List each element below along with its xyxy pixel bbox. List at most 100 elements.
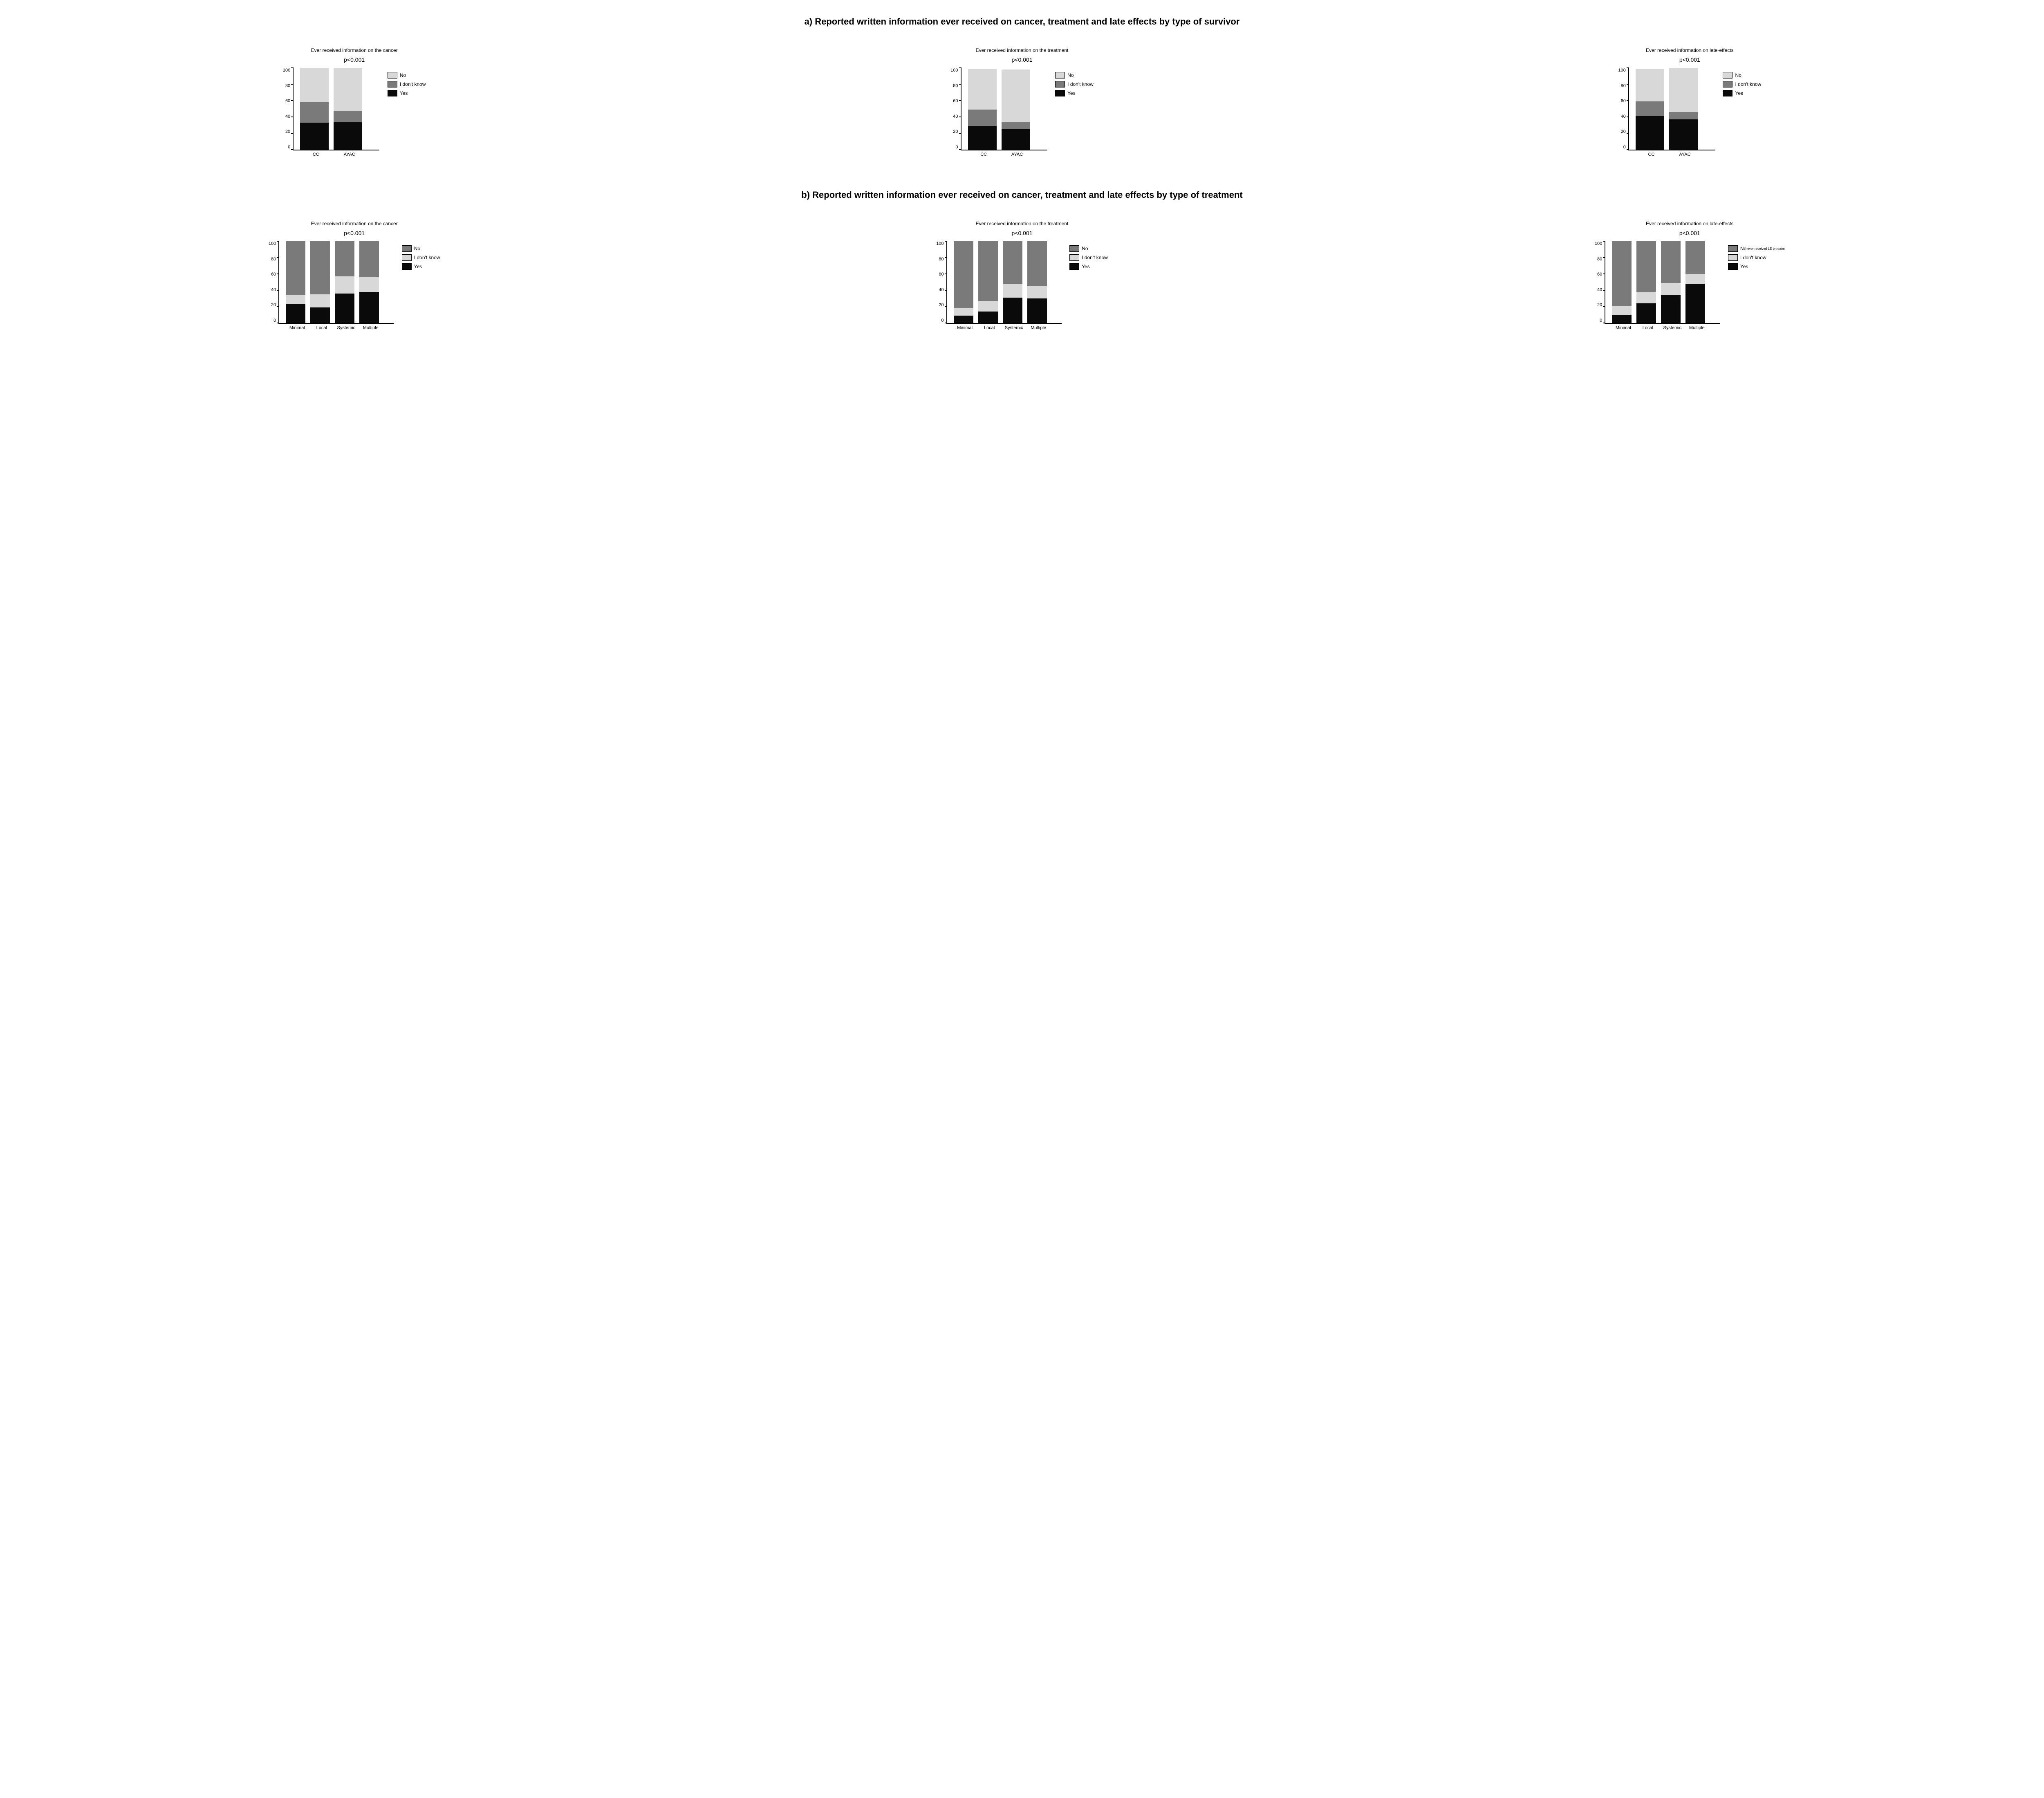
bar-segment — [1027, 298, 1047, 323]
y-axis: 020406080100 — [269, 241, 276, 323]
legend-label: Yes — [1067, 90, 1076, 96]
y-tick — [1627, 100, 1629, 101]
legend-item: Yes — [1069, 263, 1108, 270]
legend-swatch — [1055, 90, 1065, 96]
y-tick — [291, 100, 294, 101]
y-tick — [1627, 149, 1629, 150]
bar-segment — [300, 102, 329, 123]
plot-wrap: 020406080100 — [1595, 241, 1721, 324]
legend-label: I don't know — [400, 81, 426, 87]
y-tick-label: 100 — [283, 68, 290, 73]
legend-swatch — [1069, 263, 1079, 270]
bar-segment — [334, 122, 362, 150]
legend-swatch — [388, 72, 397, 78]
legend-swatch — [1069, 254, 1079, 261]
stacked-bar — [334, 68, 362, 150]
legend-swatch — [402, 245, 412, 252]
y-tick-label: 40 — [1621, 114, 1626, 119]
section-b-title: b) Reported written information ever rec… — [25, 190, 2019, 200]
y-tick — [291, 133, 294, 134]
bar-segment — [954, 316, 973, 323]
y-tick-label: 20 — [953, 129, 958, 134]
legend-item: I don't know — [1728, 254, 1785, 261]
chart-body: 020406080100MinimalLocalSystemicMultiple… — [269, 241, 440, 330]
legend-label: No — [414, 246, 420, 251]
legend-swatch — [1723, 72, 1732, 78]
y-tick — [291, 149, 294, 150]
bar-segment — [300, 123, 329, 150]
y-tick-label: 0 — [941, 318, 944, 323]
chart-subtitle: Ever received information on the cancer — [311, 221, 398, 226]
legend-label: Yes — [400, 90, 408, 96]
legend-label: I don't know — [1740, 255, 1766, 260]
y-axis: 020406080100 — [283, 68, 290, 150]
y-tick-label: 40 — [271, 287, 276, 292]
y-tick — [277, 306, 279, 307]
legend-label: No — [400, 72, 406, 78]
bar-segment — [1636, 303, 1656, 323]
y-tick — [277, 257, 279, 258]
bar-segment — [1002, 69, 1030, 122]
x-tick-label: Local — [1636, 325, 1660, 330]
legend-swatch — [1728, 263, 1738, 270]
bar-segment — [1661, 241, 1681, 283]
bar-segment — [968, 126, 997, 150]
chart-body: 020406080100CCAYACNoI don't knowYes — [950, 68, 1094, 157]
legend-swatch — [1728, 245, 1738, 252]
y-tick-label: 60 — [285, 99, 290, 103]
bar-segment — [1636, 69, 1664, 101]
bar-segment — [1661, 283, 1681, 295]
y-tick — [277, 241, 279, 242]
y-axis: 020406080100 — [950, 68, 958, 150]
bar-segment — [1027, 286, 1047, 298]
stacked-bar — [1003, 241, 1022, 323]
bar-segment — [334, 68, 362, 111]
x-axis-labels: CCAYAC — [1618, 152, 1716, 157]
x-tick-label: CC — [299, 152, 333, 157]
y-tick — [959, 100, 961, 101]
y-tick-label: 40 — [1597, 287, 1602, 292]
legend-label: I don't know — [414, 255, 440, 260]
section-a-title: a) Reported written information ever rec… — [25, 16, 2019, 27]
x-axis-labels: MinimalLocalSystemicMultiple — [936, 325, 1063, 330]
y-tick-label: 20 — [1597, 303, 1602, 307]
x-tick-label: Systemic — [1660, 325, 1685, 330]
x-tick-label: CC — [967, 152, 1000, 157]
plot-wrap: 020406080100 — [269, 241, 395, 324]
y-tick-label: 80 — [939, 257, 944, 262]
legend-label: No — [1740, 246, 1746, 251]
bar-segment — [1669, 112, 1698, 119]
y-tick — [1603, 290, 1605, 291]
chart-block: Ever received information on the cancerp… — [25, 47, 684, 157]
chart-block: Ever received information on the treatme… — [692, 47, 1351, 157]
legend-item: I don't know — [388, 81, 426, 87]
x-axis-labels: CCAYAC — [283, 152, 381, 157]
legend: NoI don't knowYes — [1723, 72, 1761, 99]
y-tick-label: 0 — [955, 145, 958, 150]
y-tick — [291, 67, 294, 68]
plot-column: 020406080100CCAYAC — [1618, 68, 1716, 157]
y-axis: 020406080100 — [936, 241, 944, 323]
legend-swatch — [1728, 254, 1738, 261]
chart-block: Ever received information on the cancerp… — [25, 221, 684, 330]
plot-area — [961, 68, 1047, 150]
legend-label: I don't know — [1735, 81, 1761, 87]
plot-column: 020406080100MinimalLocalSystemicMultiple — [936, 241, 1063, 330]
bar-segment — [954, 241, 973, 308]
plot-area — [293, 68, 379, 150]
x-tick-label: Minimal — [285, 325, 309, 330]
legend-item: I don't know — [1055, 81, 1094, 87]
bar-segment — [954, 308, 973, 316]
y-tick — [291, 84, 294, 85]
legend-label: Yes — [1740, 264, 1748, 269]
legend-item: No — [1055, 72, 1094, 78]
bar-segment — [359, 241, 379, 277]
stacked-bar — [954, 241, 973, 323]
y-tick-label: 60 — [1597, 272, 1602, 277]
stacked-bar — [1636, 241, 1656, 323]
legend-item: Yes — [402, 263, 440, 270]
stacked-bar — [335, 241, 354, 323]
y-tick-label: 100 — [950, 68, 958, 73]
bar-segment — [334, 111, 362, 122]
y-tick — [945, 290, 947, 291]
